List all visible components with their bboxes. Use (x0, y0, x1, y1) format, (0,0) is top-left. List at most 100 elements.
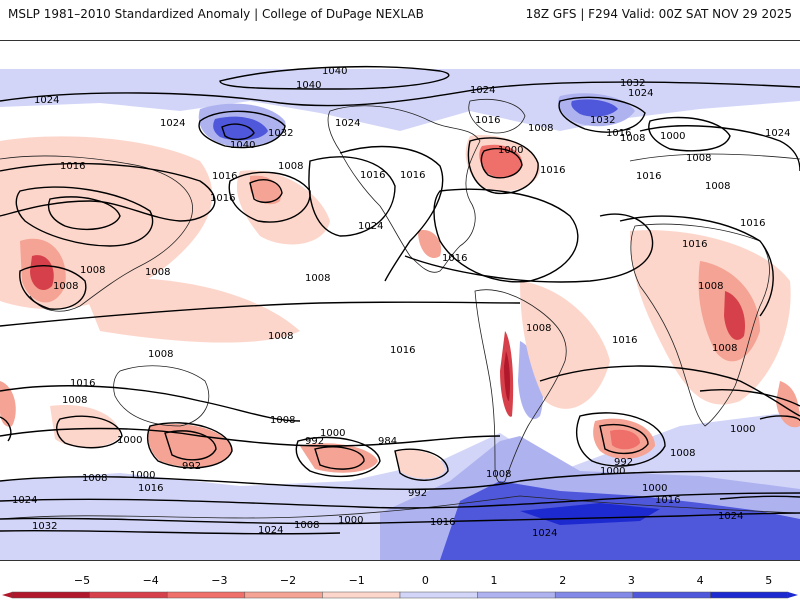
positive-anomaly-arctic (0, 69, 800, 131)
isobar-label: 1008 (686, 153, 711, 164)
isobar-label: 1008 (305, 273, 330, 284)
isobar-label: 1032 (590, 115, 615, 126)
isobar-1016-satl (539, 365, 800, 417)
colorbar-tick-label: 4 (697, 574, 704, 587)
isobar-1016-npac (0, 162, 216, 222)
isobar-label: 1008 (698, 281, 723, 292)
isobar-1016-io (699, 388, 800, 407)
isobar-label: 1016 (540, 165, 565, 176)
negative-anomaly-io-w (0, 381, 16, 427)
isobar-label: 992 (182, 461, 201, 472)
isobar-label: 1000 (320, 428, 345, 439)
colorbar-min-arrow (2, 592, 12, 598)
isobar-1040-greenland (221, 123, 255, 141)
isobar-992-satl (599, 424, 649, 455)
isobar-1000-spac-2 (146, 422, 233, 469)
isobar-label: 1000 (117, 435, 142, 446)
negative-anomaly-hudson-core (479, 144, 523, 178)
isobar-label: 1000 (642, 483, 667, 494)
colorbar-segment (11, 591, 90, 599)
isobar-label: 1016 (636, 171, 661, 182)
isobar-label: 1016 (400, 170, 425, 181)
isobar-label: 1008 (148, 349, 173, 360)
isobar-1016-pac-loop (228, 171, 311, 223)
isobar-label: 1000 (498, 145, 523, 156)
isobar-label: 1008 (270, 415, 295, 426)
isobar-label: 1032 (620, 78, 645, 89)
coast-australia (113, 365, 210, 427)
isobar-1008-trop (0, 301, 521, 327)
colorbar-segments (2, 591, 798, 599)
colorbar-segment (322, 591, 401, 599)
isobar-label: 1016 (390, 345, 415, 356)
isobar-label: 1000 (660, 131, 685, 142)
isobar-label: 1024 (358, 221, 383, 232)
isobar-label: 1008 (528, 123, 553, 134)
coast-greenland (468, 98, 526, 134)
negative-anomaly-africa-core (724, 291, 746, 340)
colorbar-segment (166, 591, 246, 599)
isobar-1000-spac-1 (56, 415, 123, 449)
positive-anomaly-core-1 (213, 116, 268, 141)
isobar-label: 1024 (628, 88, 653, 99)
colorbar-tick-label: −2 (280, 574, 296, 587)
isobar-label: 984 (378, 436, 397, 447)
isobar-label: 1000 (338, 515, 363, 526)
negative-anomaly-asia-core (30, 255, 54, 291)
isobar-label: 1040 (296, 80, 321, 91)
isobar-label: 1008 (486, 469, 511, 480)
isobar-label: 1032 (32, 521, 57, 532)
header: MSLP 1981–2010 Standardized Anomaly | Co… (0, 0, 800, 32)
coast-south-america (474, 289, 567, 484)
colorbar-tick-label: −4 (143, 574, 159, 587)
isobar-label: 1016 (606, 128, 631, 139)
isobar-1008-spac (0, 427, 501, 447)
isobar-label: 1008 (705, 181, 730, 192)
isobar-label: 1000 (130, 470, 155, 481)
isobar-992-spac-4 (394, 448, 449, 481)
isobar-1016-so (0, 492, 800, 509)
isobar-1000-hudson (480, 147, 523, 179)
isobar-label: 1008 (620, 133, 645, 144)
colorbar-svg: −5 −4 −3 −2 −1 0 1 2 3 4 5 (2, 574, 798, 599)
isobar-1008-asia (19, 265, 87, 310)
run-info: 18Z GFS | F294 Valid: 00Z SAT NOV 29 202… (525, 7, 792, 21)
negative-anomaly-spac-1 (50, 405, 120, 448)
isobar-label: 1024 (765, 128, 790, 139)
isobar-992-spac-2 (164, 430, 217, 461)
isobar-1016-canada (339, 145, 444, 282)
isobar-label: 1024 (718, 511, 743, 522)
negative-anomaly-sa-andes-deep (504, 351, 510, 401)
colorbar-segment (554, 591, 634, 599)
isobar-label: 1016 (212, 171, 237, 182)
isobar-label: 1008 (82, 473, 107, 484)
anomaly-shading (0, 69, 800, 560)
isobar-label: 1016 (138, 483, 163, 494)
colorbar-tick-label: 5 (765, 574, 772, 587)
isobar-label: 1008 (712, 343, 737, 354)
colorbar-tick-label: −1 (349, 574, 365, 587)
isobar-label: 1008 (268, 331, 293, 342)
isobar-label: 1008 (80, 265, 105, 276)
isobar-label: 1016 (682, 239, 707, 250)
contour-labels: 1040 1040 1040 1032 1032 1032 1024 1024 … (12, 66, 790, 539)
colorbar: −5 −4 −3 −2 −1 0 1 2 3 4 5 (0, 562, 800, 600)
isobar-label: 1008 (526, 323, 551, 334)
colorbar-tick-labels: −5 −4 −3 −2 −1 0 1 2 3 4 5 (74, 574, 772, 587)
isobar-label: 1016 (740, 218, 765, 229)
isobar-1024-asia (47, 196, 121, 231)
isobar-1016-asia (15, 186, 154, 247)
map-title: MSLP 1981–2010 Standardized Anomaly | Co… (8, 7, 424, 21)
colorbar-tick-label: 3 (628, 574, 635, 587)
colorbar-segment (710, 591, 789, 599)
map-canvas: 1040 1040 1040 1032 1032 1032 1024 1024 … (0, 66, 800, 560)
isobar-label: 1016 (475, 115, 500, 126)
colorbar-segment (89, 591, 168, 599)
isobar-992-spac-3 (314, 446, 365, 470)
positive-anomaly-ne-core (571, 99, 618, 117)
coast-eurasia (0, 153, 800, 312)
isobar-label: 1008 (278, 161, 303, 172)
isobar-label: 1016 (430, 517, 455, 528)
isobar-label: 1008 (294, 520, 319, 531)
isobar-1000-io (0, 415, 800, 442)
